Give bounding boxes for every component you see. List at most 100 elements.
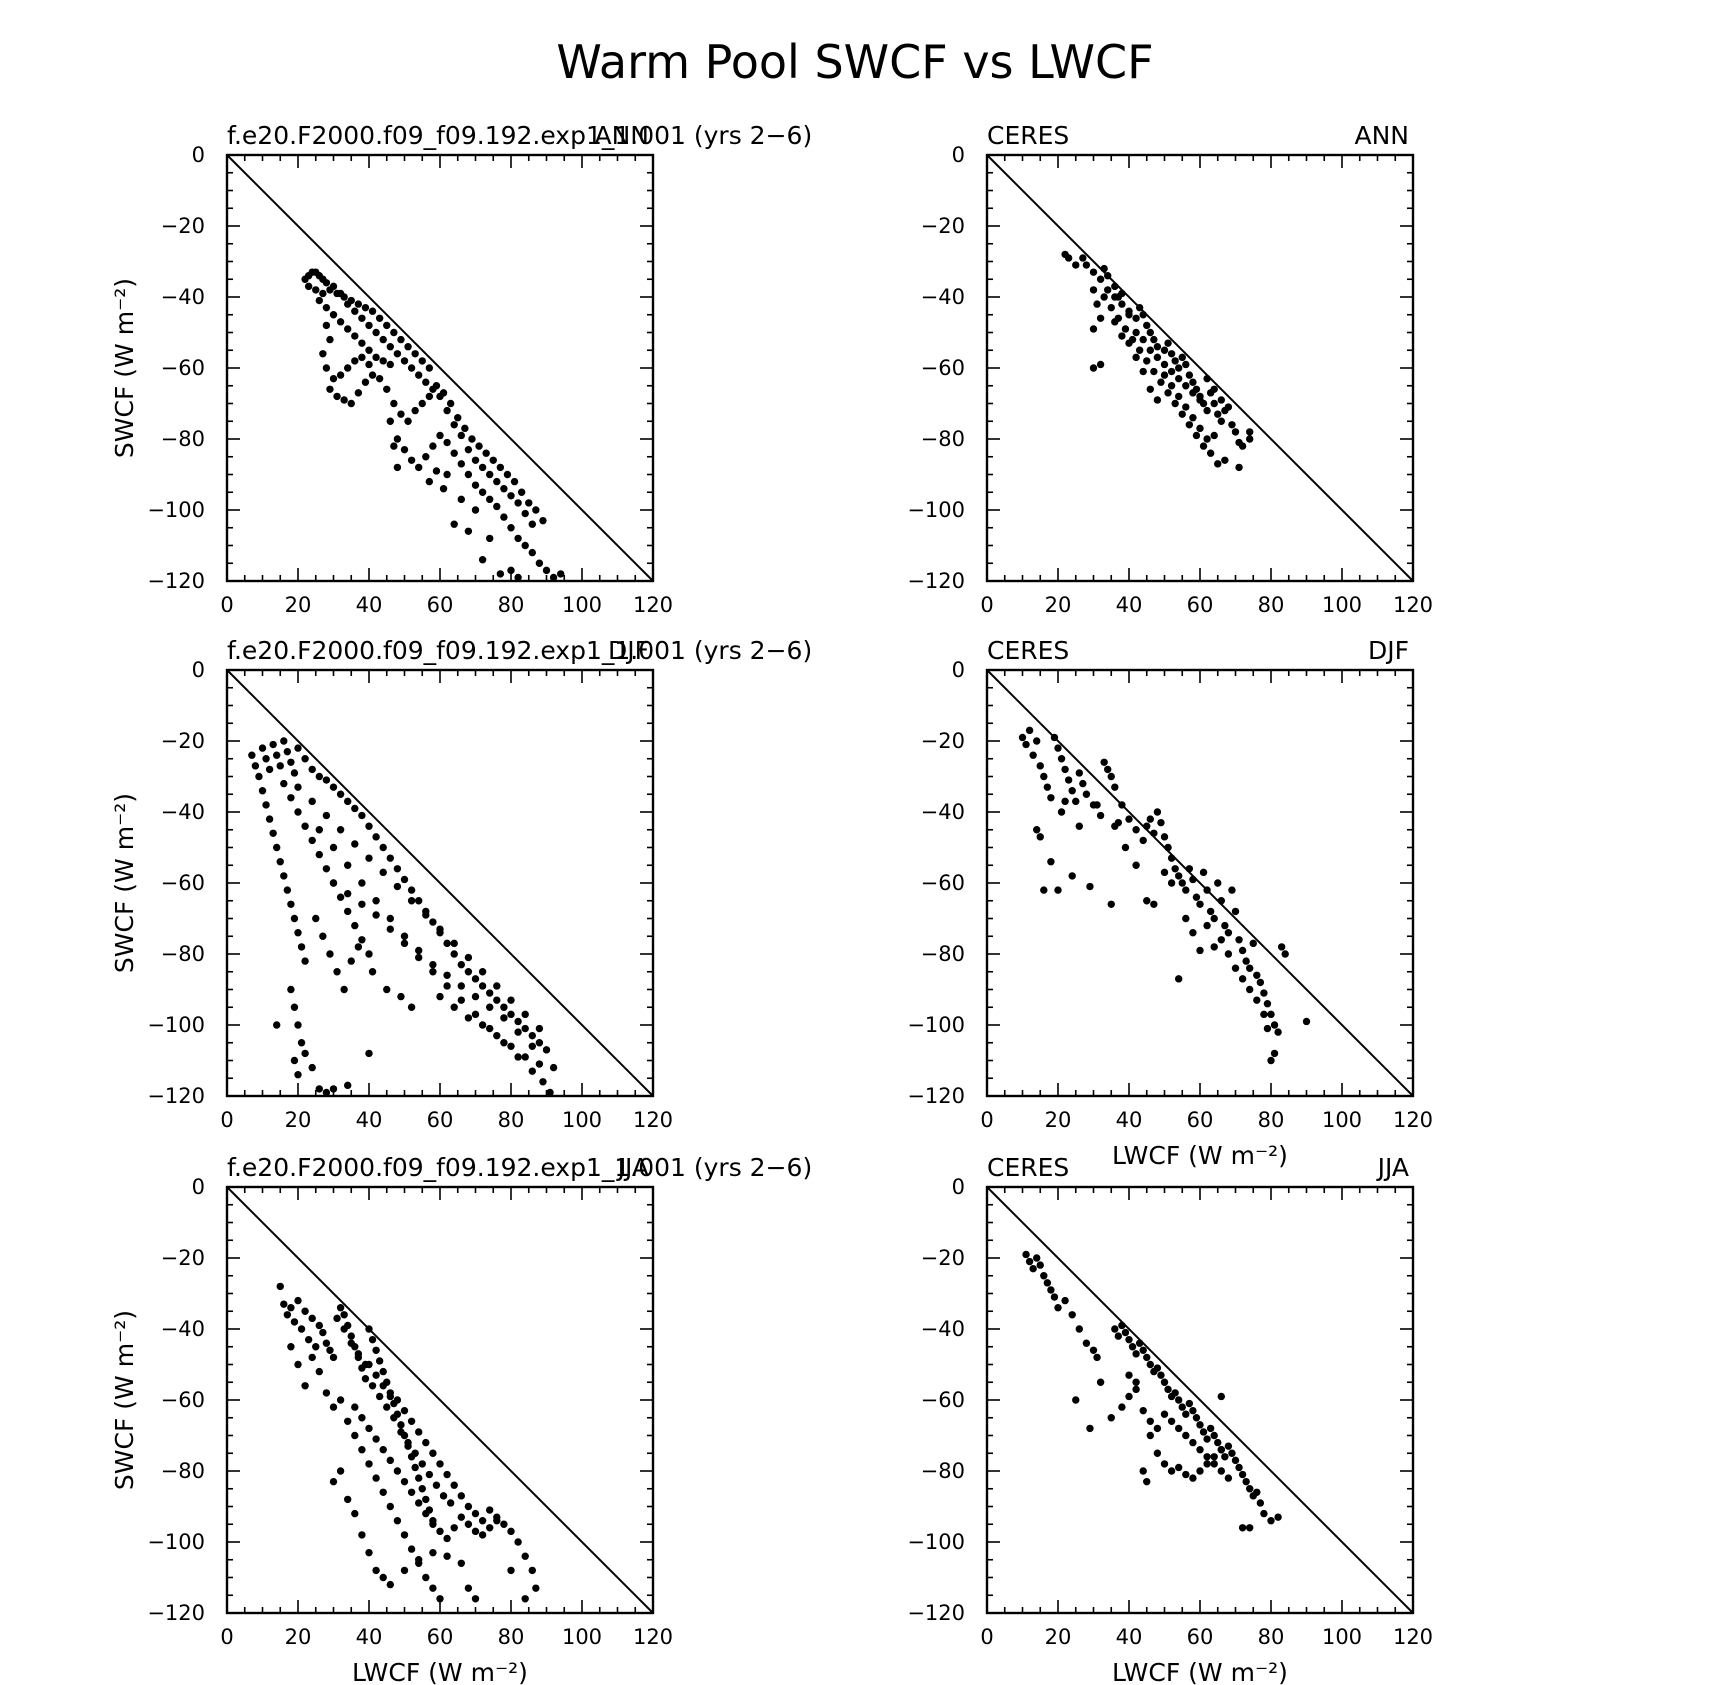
data-point: [404, 1438, 412, 1447]
x-axis-label: LWCF (W m⁻²): [352, 1658, 528, 1685]
data-point: [1061, 1296, 1069, 1305]
data-point: [372, 328, 380, 337]
data-point: [478, 1021, 487, 1029]
data-point: [1143, 897, 1151, 905]
y-tick-label: −60: [161, 871, 205, 895]
data-point: [1167, 854, 1176, 862]
data-point: [493, 982, 501, 990]
y-axis-label: SWCF (W m⁻²): [110, 278, 139, 458]
data-point: [1025, 1257, 1034, 1266]
data-point: [425, 477, 434, 486]
data-point: [443, 406, 451, 415]
data-point: [1235, 463, 1243, 472]
scatter-panel-1: f.e20.F2000.f09_f09.192.exp1_1.001 (yrs …: [110, 121, 812, 617]
data-point: [290, 769, 299, 777]
data-point: [1203, 1460, 1211, 1468]
data-point: [1107, 900, 1115, 908]
data-point: [436, 1595, 444, 1603]
data-point: [1175, 1396, 1183, 1404]
data-point: [1246, 1524, 1254, 1532]
data-point: [336, 826, 345, 834]
data-point: [301, 1382, 309, 1390]
data-point: [1111, 293, 1119, 301]
data-point: [336, 1304, 345, 1312]
data-point: [1150, 335, 1158, 344]
data-point: [1281, 950, 1289, 958]
data-point: [500, 1039, 508, 1047]
data-point: [1270, 1021, 1279, 1029]
data-point: [315, 296, 323, 305]
x-tick-label: 20: [1045, 593, 1072, 617]
data-point: [358, 339, 366, 347]
data-point: [454, 414, 462, 422]
data-point: [486, 1024, 494, 1033]
data-point: [347, 399, 355, 408]
data-point: [450, 939, 458, 948]
data-point: [365, 360, 373, 369]
data-point: [290, 1003, 299, 1011]
y-tick-label: −20: [161, 729, 205, 753]
data-point: [457, 460, 465, 468]
data-point: [1125, 1392, 1133, 1401]
data-point: [351, 1431, 359, 1440]
data-point: [1135, 346, 1144, 354]
data-point: [1175, 1424, 1183, 1433]
data-point: [251, 762, 260, 770]
y-tick-label: −40: [921, 800, 965, 824]
data-point: [308, 1314, 316, 1323]
data-point: [1143, 822, 1151, 830]
data-point: [1192, 431, 1201, 440]
data-point: [407, 364, 416, 372]
data-point: [1072, 261, 1080, 269]
data-point: [336, 318, 345, 326]
plot-frame: [985, 668, 1415, 1098]
data-point: [535, 1060, 544, 1068]
data-point: [407, 1545, 416, 1553]
data-point: [397, 1428, 405, 1436]
data-point: [322, 321, 331, 330]
data-point: [489, 456, 497, 464]
data-point: [290, 1318, 299, 1326]
data-point: [336, 790, 345, 798]
data-point: [471, 481, 480, 489]
data-point: [393, 1467, 402, 1475]
data-point: [326, 1346, 334, 1355]
data-point: [521, 1595, 529, 1603]
data-point: [1238, 946, 1247, 955]
data-point: [294, 783, 302, 791]
data-point: [507, 996, 515, 1004]
data-point: [347, 1332, 355, 1340]
plot-frame: [985, 153, 1415, 583]
data-point: [329, 282, 338, 291]
plot-frame: [225, 1185, 655, 1615]
data-point: [415, 1474, 423, 1482]
data-point: [255, 772, 263, 781]
data-point: [525, 499, 533, 507]
data-point: [411, 406, 419, 415]
x-tick-label: 60: [427, 1108, 454, 1132]
data-point: [322, 1088, 331, 1097]
y-axis-label: SWCF (W m⁻²): [110, 793, 139, 973]
data-point: [386, 1502, 394, 1511]
data-point: [390, 328, 398, 337]
data-point: [312, 286, 320, 294]
data-point: [1224, 403, 1233, 411]
data-point: [1125, 1371, 1133, 1379]
data-point: [326, 950, 334, 958]
data-point: [347, 957, 355, 965]
data-point: [1217, 417, 1226, 425]
data-point: [1089, 325, 1098, 333]
data-point: [1249, 939, 1257, 948]
data-point: [287, 758, 295, 766]
data-point: [457, 982, 465, 990]
data-point: [329, 783, 338, 791]
data-point: [262, 755, 270, 763]
data-point: [1192, 893, 1201, 901]
data-point: [1224, 1474, 1233, 1482]
data-point: [386, 343, 394, 351]
data-point: [273, 751, 281, 759]
data-point: [1057, 755, 1066, 763]
data-point: [425, 392, 434, 401]
data-point: [304, 282, 313, 291]
data-point: [1164, 1385, 1172, 1394]
